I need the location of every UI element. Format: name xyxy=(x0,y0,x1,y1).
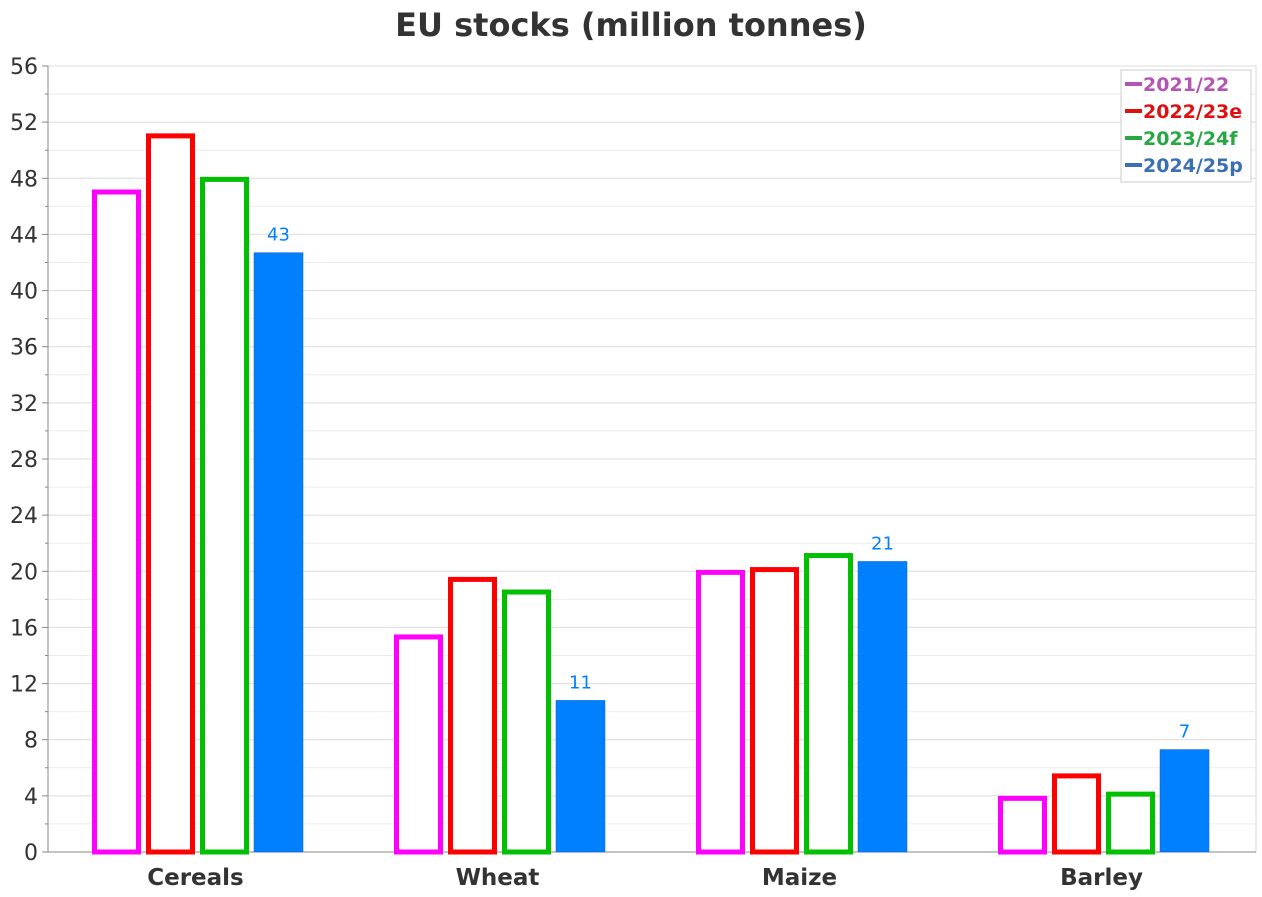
data-label: 21 xyxy=(871,533,894,554)
bar-202223e-barley xyxy=(1052,773,1101,855)
y-tick-label: 0 xyxy=(24,841,38,866)
y-tick-label: 4 xyxy=(24,785,38,810)
legend-label: 2024/25p xyxy=(1143,155,1243,177)
bar-202425p-wheat xyxy=(555,700,606,853)
bar-202122-barley xyxy=(998,795,1047,855)
x-tick-label: Barley xyxy=(1060,865,1143,891)
y-tick-label: 24 xyxy=(10,504,38,529)
bar-202223e-cereals xyxy=(146,133,195,855)
y-tick-label: 40 xyxy=(10,280,38,305)
y-tick-label: 28 xyxy=(10,448,38,473)
bar-202425p-barley xyxy=(1159,749,1210,853)
bar-202324f-cereals xyxy=(200,176,249,855)
y-tick-label: 8 xyxy=(24,729,38,754)
bar-202223e-wheat xyxy=(448,576,497,855)
y-tick-label: 36 xyxy=(10,336,38,361)
bar-202122-maize xyxy=(696,569,745,855)
bar-202324f-barley xyxy=(1106,791,1155,855)
legend-box xyxy=(1120,69,1252,183)
data-label: 43 xyxy=(267,225,290,246)
y-tick-label: 52 xyxy=(10,111,38,136)
y-tick-label: 16 xyxy=(10,616,38,641)
bar-202425p-maize xyxy=(857,561,908,853)
x-tick-label: Maize xyxy=(762,865,837,891)
bar-202122-wheat xyxy=(394,634,443,855)
x-tick-label: Wheat xyxy=(456,865,540,891)
legend-label: 2023/24f xyxy=(1143,128,1238,150)
y-tick-label: 12 xyxy=(10,673,38,698)
bar-202324f-wheat xyxy=(502,589,551,855)
bar-202223e-maize xyxy=(750,567,799,855)
y-tick-label: 48 xyxy=(10,167,38,192)
chart-title: EU stocks (million tonnes) xyxy=(395,6,867,44)
legend-label: 2021/22 xyxy=(1143,74,1229,96)
y-tick-label: 44 xyxy=(10,223,38,248)
data-label: 7 xyxy=(1179,722,1190,743)
bar-202122-cereals xyxy=(92,189,141,855)
bar-202324f-maize xyxy=(804,553,853,855)
x-tick-label: Cereals xyxy=(147,865,244,891)
y-tick-label: 56 xyxy=(10,55,38,80)
y-tick-label: 32 xyxy=(10,392,38,417)
data-label: 11 xyxy=(569,672,592,693)
bar-202425p-cereals xyxy=(253,252,304,853)
legend-label: 2022/23e xyxy=(1143,101,1242,123)
y-tick-label: 20 xyxy=(10,560,38,585)
